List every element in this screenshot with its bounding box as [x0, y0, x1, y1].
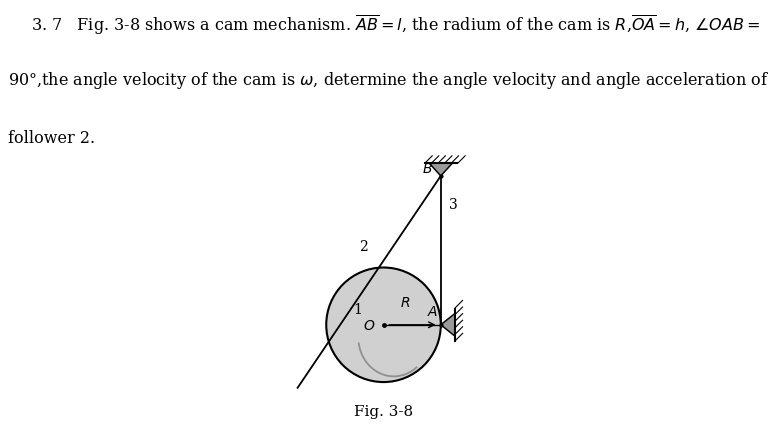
- Text: 2: 2: [359, 240, 368, 254]
- Text: $R$: $R$: [400, 296, 410, 310]
- Text: 1: 1: [353, 304, 362, 318]
- Circle shape: [326, 268, 441, 382]
- Text: $A$: $A$: [427, 305, 439, 319]
- Text: $B$: $B$: [422, 162, 433, 176]
- Text: follower 2.: follower 2.: [8, 130, 95, 147]
- Text: Fig. 3-8: Fig. 3-8: [354, 405, 413, 419]
- Text: 3: 3: [449, 198, 458, 212]
- Polygon shape: [429, 163, 453, 176]
- Text: 3. 7   Fig. 3-8 shows a cam mechanism. $\overline{AB}=l$, the radium of the cam : 3. 7 Fig. 3-8 shows a cam mechanism. $\o…: [31, 13, 760, 37]
- Polygon shape: [441, 313, 455, 336]
- Text: $O$: $O$: [363, 319, 375, 333]
- Text: 90°,the angle velocity of the cam is $\omega$, determine the angle velocity and : 90°,the angle velocity of the cam is $\o…: [8, 70, 771, 91]
